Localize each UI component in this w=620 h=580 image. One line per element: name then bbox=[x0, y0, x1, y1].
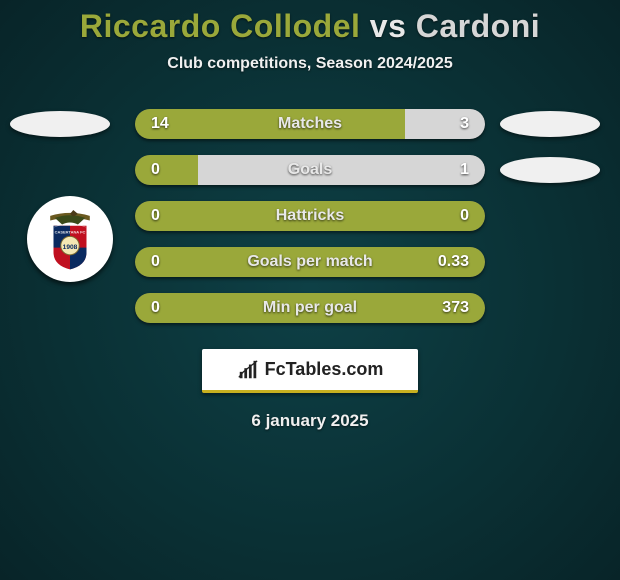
date: 6 january 2025 bbox=[0, 411, 620, 431]
club-crest-icon: 1908 CASERTANA FC bbox=[37, 206, 103, 272]
subtitle: Club competitions, Season 2024/2025 bbox=[0, 55, 620, 73]
svg-text:1908: 1908 bbox=[63, 244, 78, 251]
player2-name: Cardoni bbox=[416, 8, 540, 44]
stat-bar: 14 Matches 3 bbox=[135, 109, 485, 139]
fill-player1 bbox=[135, 293, 485, 323]
svg-text:CASERTANA FC: CASERTANA FC bbox=[55, 230, 86, 235]
player2-oval-icon bbox=[500, 111, 600, 137]
player1-oval-icon bbox=[10, 111, 110, 137]
player2-oval-icon bbox=[500, 157, 600, 183]
fill-player1 bbox=[135, 109, 405, 139]
source-text: FcTables.com bbox=[265, 359, 384, 380]
barchart-icon bbox=[237, 359, 259, 381]
club-badge: 1908 CASERTANA FC bbox=[27, 196, 113, 282]
fill-player2 bbox=[405, 109, 486, 139]
stat-bar: 0 Goals per match 0.33 bbox=[135, 247, 485, 277]
fill-player1 bbox=[135, 247, 485, 277]
stat-bar: 0 Hattricks 0 bbox=[135, 201, 485, 231]
stat-row: 0 Goals 1 bbox=[0, 147, 620, 193]
fill-player2 bbox=[198, 155, 485, 185]
stat-bar: 0 Min per goal 373 bbox=[135, 293, 485, 323]
stat-row: 0 Min per goal 373 bbox=[0, 285, 620, 331]
stat-row: 14 Matches 3 bbox=[0, 101, 620, 147]
player1-name: Riccardo Collodel bbox=[80, 8, 361, 44]
fill-player1 bbox=[135, 201, 485, 231]
title: Riccardo Collodel vs Cardoni bbox=[0, 8, 620, 45]
stat-bar: 0 Goals 1 bbox=[135, 155, 485, 185]
vs-separator: vs bbox=[370, 8, 407, 44]
fill-player1 bbox=[135, 155, 198, 185]
source-badge: FcTables.com bbox=[202, 349, 418, 393]
